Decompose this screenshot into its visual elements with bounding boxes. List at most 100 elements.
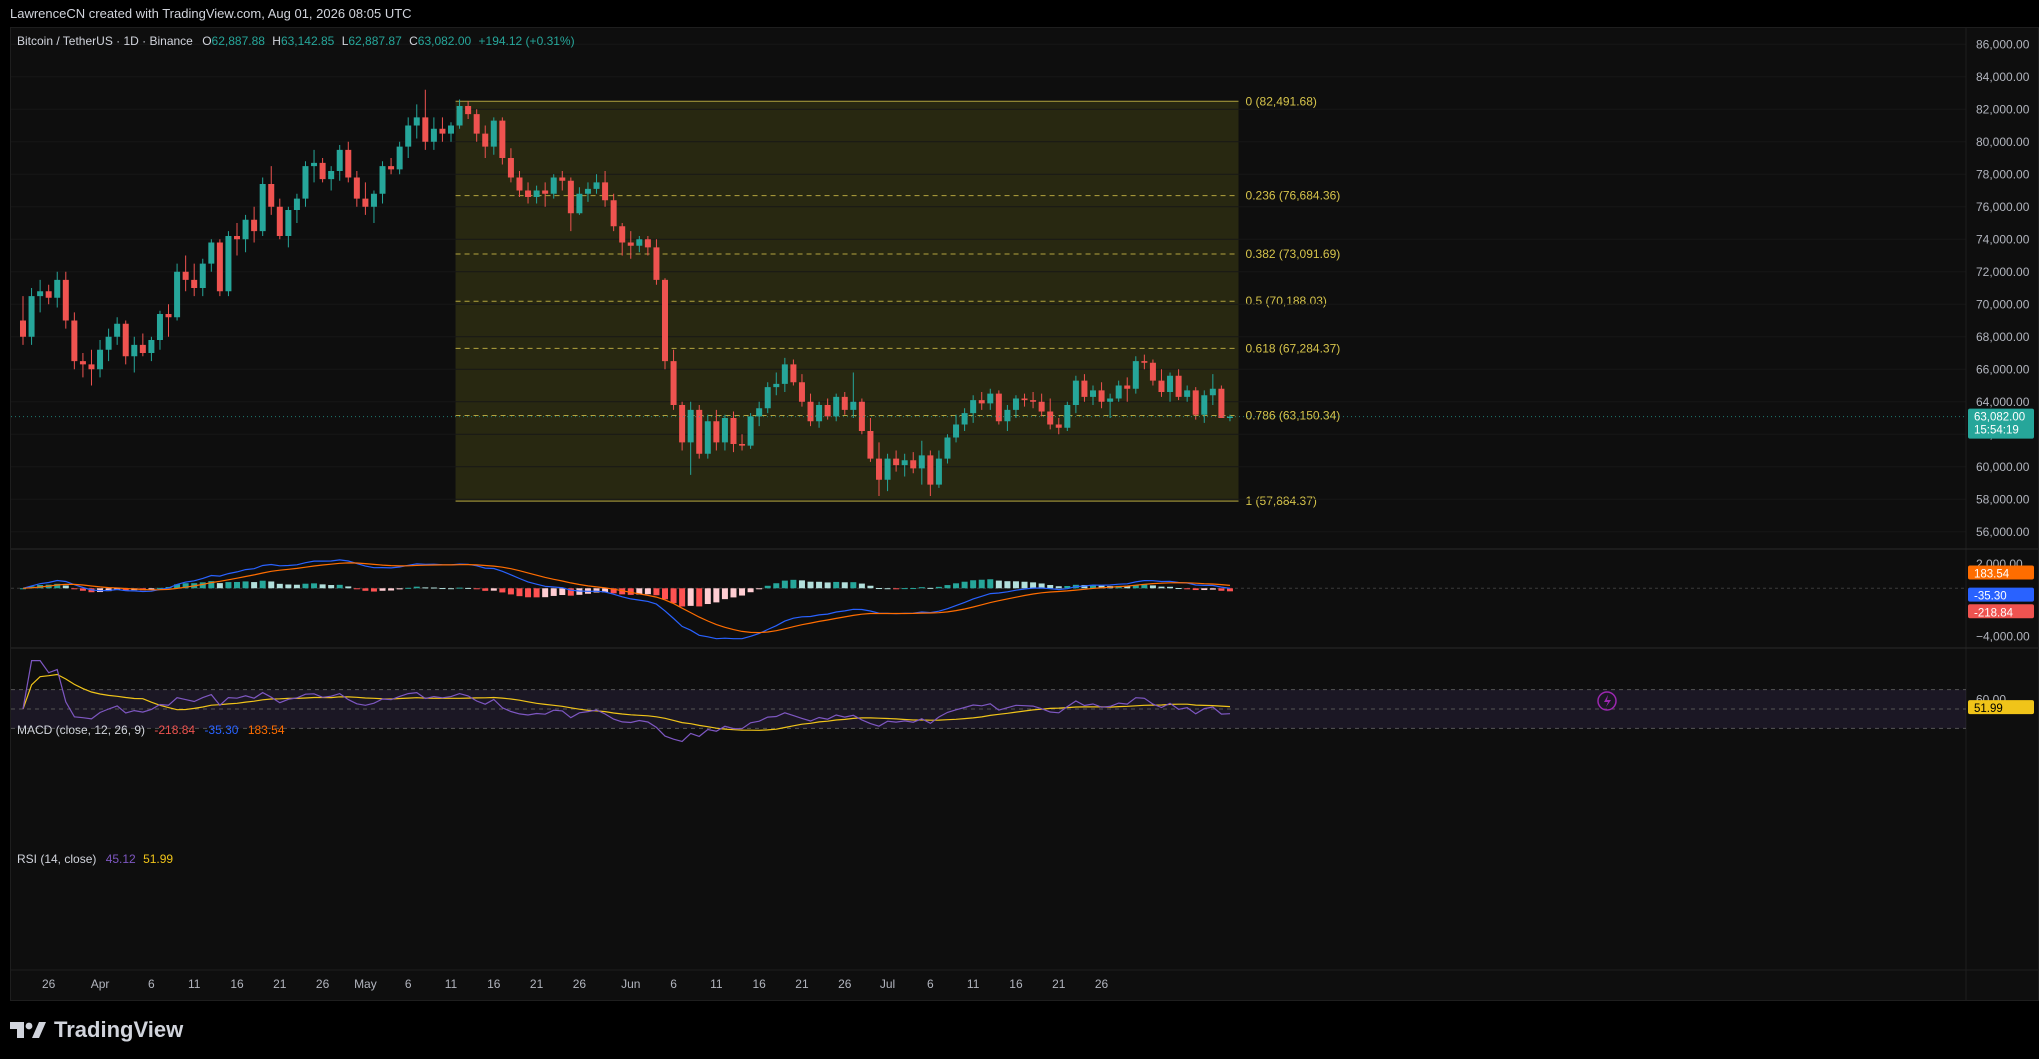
tradingview-logo-icon [10, 1022, 46, 1038]
macd-histogram-bar [824, 582, 831, 589]
macd-histogram-bar [122, 588, 129, 591]
candle-body [1115, 385, 1122, 399]
tradingview-logo[interactable]: TradingView [10, 1010, 183, 1050]
time-tick-label: 26 [573, 977, 587, 991]
macd-histogram-bar [961, 581, 968, 589]
macd-histogram-bar [619, 588, 626, 595]
time-tick-label: 11 [710, 977, 723, 991]
candle-body [1149, 362, 1156, 381]
chart-area[interactable]: 0 (82,491.68) 0.236 (76,684.36) 0.382 (73,… [10, 27, 2039, 1001]
candle-body [208, 242, 215, 264]
macd-histogram-bar [1030, 582, 1037, 589]
candle-body [756, 408, 763, 417]
macd-histogram-bar [764, 585, 771, 589]
macd-signal-badge-text: 183.54 [1974, 568, 2010, 580]
candle-body [319, 162, 326, 180]
macd-histogram-bar [610, 588, 617, 594]
candle-body [1012, 398, 1019, 410]
macd-histogram-bar [773, 583, 780, 589]
macd-histogram-bar [559, 588, 566, 596]
candle-body [105, 336, 112, 350]
candle-body [216, 242, 223, 292]
macd-histogram-bar [199, 582, 206, 589]
candle-body [884, 458, 891, 480]
candle-body [285, 210, 292, 236]
macd-histogram-bar [1201, 588, 1208, 591]
candle-body [148, 340, 155, 353]
candle-body [405, 125, 412, 147]
candle-body [713, 421, 720, 443]
macd-histogram-bar [747, 588, 754, 593]
candle-body [311, 162, 318, 167]
tradingview-brand: TradingView [54, 1017, 184, 1042]
price-tick-label: 58,000.00 [1976, 492, 2030, 506]
candle-body [379, 166, 386, 194]
macd-histogram-bar [1132, 584, 1139, 589]
macd-histogram-bar [721, 588, 728, 600]
macd-histogram-bar [482, 588, 489, 591]
alert-icon[interactable] [1597, 691, 1617, 711]
macd-histogram-bar [687, 588, 694, 606]
time-tick-label: Apr [91, 977, 110, 991]
macd-histogram-bar [713, 588, 720, 603]
attribution-text: LawrenceCN created with TradingView.com,… [10, 6, 412, 21]
candle-body [370, 193, 377, 207]
candle-body [1047, 411, 1054, 425]
candle-body [841, 396, 848, 410]
macd-histogram-bar [456, 587, 463, 589]
macd-histogram-bar [1141, 584, 1148, 589]
macd-histogram-bar [251, 582, 258, 589]
candle-body [636, 239, 643, 246]
macd-pane[interactable]: 2,000.00−2,000.00−4,000.00 [11, 548, 2038, 643]
candle-body [687, 409, 694, 443]
candle-body [1098, 390, 1105, 402]
candle-body [790, 364, 797, 383]
candle-body [225, 236, 232, 292]
macd-signal-value: 183.54 [247, 723, 285, 737]
candle-body [422, 117, 429, 142]
last-price-badge-text: 63,082.00 [1974, 412, 2025, 424]
candle-body [139, 344, 146, 353]
rsi-pane[interactable]: 60.00 [11, 647, 2038, 743]
candle-body [918, 455, 925, 469]
candle-body [507, 158, 514, 178]
open-value: 62,887.88 [211, 34, 265, 48]
candle-body [1175, 375, 1182, 397]
macd-histogram-bar [1021, 581, 1028, 589]
candle-body [54, 279, 61, 298]
chart-canvas[interactable]: 0 (82,491.68) 0.236 (76,684.36) 0.382 (73,… [11, 28, 2038, 1000]
candle-body [439, 128, 446, 134]
candle-body [987, 393, 994, 404]
candle-body [764, 387, 771, 409]
candle-body [696, 409, 703, 454]
macd-histogram-bar [448, 588, 454, 590]
time-axis[interactable]: 26 Apr 6 11 16 21 26 May 6 11 16 21 26 Jun 6 11 16 21 26 Ju… [11, 969, 2038, 991]
macd-histogram-bar [79, 588, 86, 591]
candle-body [165, 314, 172, 318]
time-tick-label: 6 [405, 977, 412, 991]
time-tick-label: 21 [530, 977, 544, 991]
macd-histogram-bar [833, 581, 840, 589]
time-tick-label: 11 [967, 977, 980, 991]
macd-histogram-bar [293, 584, 300, 589]
macd-histogram-bar [1081, 585, 1088, 589]
candle-body [1081, 380, 1088, 397]
price-tick-label: 68,000.00 [1976, 330, 2030, 344]
macd-histogram-bar [1090, 584, 1096, 589]
candle-body [413, 117, 420, 126]
candle-body [242, 219, 249, 240]
candle-body [773, 383, 780, 388]
candle-body [576, 193, 583, 214]
candle-body [1030, 400, 1037, 402]
fib-level-label: 0 (82,491.68) [1246, 94, 1317, 108]
candle-body [567, 180, 574, 214]
fibonacci-retracement[interactable]: 0 (82,491.68) 0.236 (76,684.36) 0.382 (73,… [455, 94, 1341, 508]
price-axis[interactable]: 56,000.0058,000.0060,000.0062,000.0064,0… [1965, 28, 2030, 1000]
macd-histogram-bar [756, 588, 763, 590]
candle-body [456, 106, 463, 126]
candle-body [97, 349, 104, 370]
candle-body [739, 444, 746, 446]
candle-body [516, 177, 523, 191]
candle-body [182, 271, 189, 280]
